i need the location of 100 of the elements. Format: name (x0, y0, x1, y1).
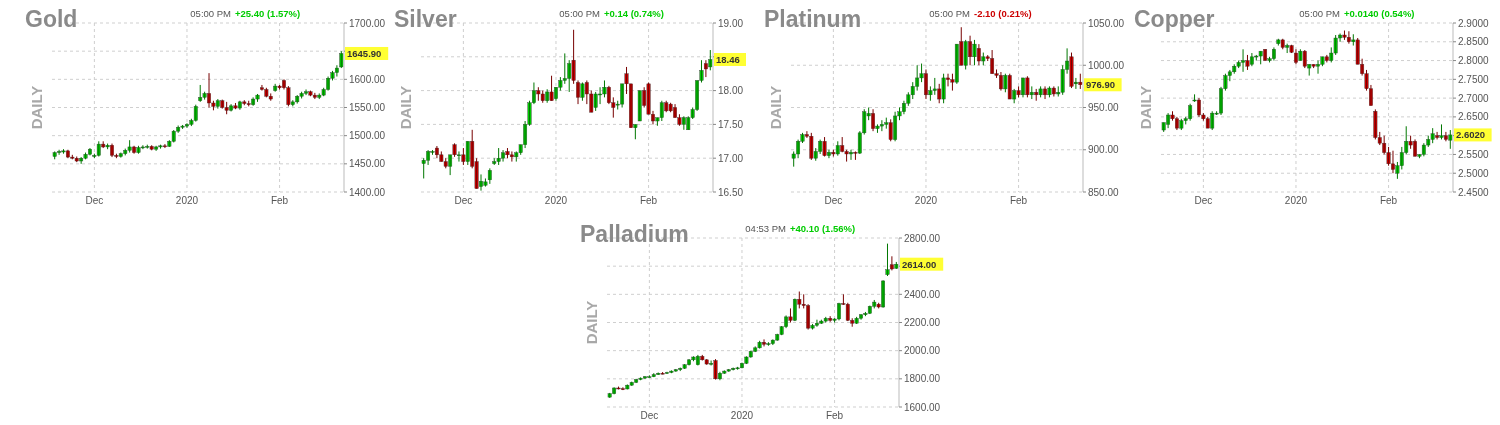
y-tick-label: 17.50 (718, 118, 744, 130)
y-tick-label: 2200.00 (904, 317, 941, 328)
chart-subtitle: 05:00 PM (929, 8, 971, 19)
candlestick (549, 75, 554, 102)
x-tick-label: Feb (1379, 195, 1398, 206)
candlestick (1245, 54, 1250, 71)
y-tick-label: 1050.00 (1088, 17, 1125, 29)
y-axis-title: DAILY (767, 85, 784, 130)
candlestick (198, 84, 203, 103)
y-tick-label: 1400.00 (349, 186, 386, 198)
chart-title: Gold (25, 6, 78, 32)
candlestick (224, 101, 229, 115)
candlestick (52, 150, 57, 160)
candlestick (1430, 127, 1435, 144)
text: 1645.90 (347, 47, 382, 59)
y-tick-label: 2.5000 (1458, 167, 1490, 179)
candlestick (233, 102, 238, 110)
y-tick-label: 2.5500 (1458, 148, 1490, 160)
candlestick (1254, 54, 1259, 62)
chart-subtitle: 05:00 PM (559, 8, 601, 19)
candlestick (809, 132, 814, 161)
y-axis-title: DAILY (28, 85, 45, 130)
y-tick-label: 1550.00 (349, 102, 386, 113)
y-tick-label: 2.6500 (1458, 111, 1490, 123)
candlestick (264, 87, 269, 98)
text: 976.90 (1086, 79, 1116, 91)
candlestick (954, 43, 959, 85)
candlestick (255, 93, 260, 103)
chart-title: Copper (1134, 6, 1215, 32)
candlestick (61, 148, 66, 155)
candlestick (580, 81, 585, 102)
y-tick-label: 2.8000 (1458, 55, 1490, 67)
candlestick (1258, 50, 1263, 65)
y-tick-label: 2400.00 (904, 288, 941, 300)
candlestick (496, 147, 501, 166)
candlestick (242, 99, 247, 106)
y-tick-label: 2.8500 (1458, 36, 1490, 48)
chart-title: Palladium (580, 221, 689, 247)
candlestick (127, 139, 132, 154)
y-tick-label: 2.7500 (1458, 73, 1490, 85)
candlestick (941, 73, 946, 104)
y-tick-label: 19.00 (718, 17, 744, 29)
x-tick-label: Feb (825, 410, 844, 421)
candlestick (651, 372, 656, 378)
candlestick (540, 90, 545, 104)
candlestick (757, 340, 762, 350)
y-tick-label: 950.00 (1088, 102, 1120, 113)
candlestick (1038, 85, 1043, 98)
x-tick-label: Dec (824, 195, 843, 206)
candlestick (682, 363, 687, 370)
candlestick (888, 118, 893, 142)
candlestick (180, 124, 185, 130)
y-tick-label: 2.7000 (1458, 92, 1490, 104)
chart-title: Silver (394, 6, 457, 32)
text: +25.40 (1.57%) (235, 8, 301, 19)
candlestick (145, 144, 150, 150)
candlestick (149, 144, 154, 151)
candlestick (823, 316, 828, 323)
candlestick (647, 374, 652, 378)
x-tick-label: Dec (454, 195, 473, 206)
candlestick (487, 167, 492, 185)
candlestick (972, 39, 977, 66)
candlestick (505, 147, 510, 159)
candlestick (637, 90, 642, 122)
candlestick (822, 136, 827, 158)
y-tick-label: 1500.00 (349, 130, 386, 142)
y-tick-label: 2.9000 (1458, 17, 1490, 29)
y-tick-label: 850.00 (1088, 186, 1120, 198)
candlestick (1179, 118, 1184, 131)
y-tick-label: 2.4500 (1458, 186, 1490, 198)
x-tick-label: 2020 (914, 195, 938, 206)
text: 2.6020 (1456, 129, 1486, 141)
candlestick (1069, 52, 1074, 89)
candlestick (158, 144, 163, 150)
text: 18.46 (716, 53, 740, 65)
y-tick-label: 1700.00 (349, 17, 386, 29)
candlestick (1025, 75, 1030, 98)
y-axis-title: DAILY (583, 300, 600, 345)
y-tick-label: 1600.00 (349, 73, 386, 85)
candlestick (1280, 38, 1285, 50)
x-tick-label: 2020 (730, 410, 754, 421)
candlestick (831, 149, 836, 158)
y-axis-title: DAILY (1137, 85, 1154, 130)
chart-subtitle: 05:00 PM (1299, 8, 1341, 19)
text: -2.10 (0.21%) (974, 8, 1032, 19)
candlestick (273, 83, 278, 93)
candlestick (1311, 63, 1316, 69)
text: 2614.00 (902, 258, 937, 270)
x-tick-label: Feb (1009, 195, 1028, 206)
x-tick-label: 2020 (544, 195, 568, 206)
x-tick-label: Dec (85, 195, 104, 206)
x-tick-label: 2020 (1284, 195, 1308, 206)
candlestick (268, 92, 273, 102)
candlestick (691, 355, 696, 362)
y-tick-label: 2800.00 (904, 232, 941, 244)
candlestick (193, 104, 198, 123)
y-tick-label: 1000.00 (1088, 59, 1125, 71)
y-tick-label: 1600.00 (904, 401, 941, 413)
candlestick (704, 358, 709, 366)
text: +0.0140 (0.54%) (1344, 8, 1415, 19)
